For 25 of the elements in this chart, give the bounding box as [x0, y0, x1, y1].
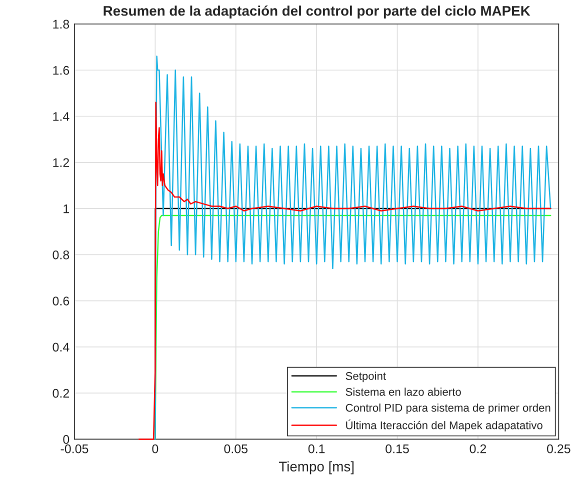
legend-label: Control PID para sistema de primer orden [346, 404, 550, 414]
x-tick-label: 0 [152, 444, 158, 454]
y-tick-label: 0.2 [52, 388, 70, 398]
legend-label: Sistema en lazo abierto [346, 388, 461, 396]
x-tick-label: -0.05 [60, 444, 88, 454]
y-tick-label: 0.6 [52, 296, 70, 306]
y-tick-label: 0 [63, 435, 70, 444]
x-tick-label: 0.25 [547, 444, 570, 454]
line-series [138, 102, 552, 440]
y-tick-label: 0.8 [52, 250, 70, 260]
y-tick-label: 0.4 [52, 342, 70, 352]
x-tick-label: 0.1 [308, 444, 325, 454]
y-tick-label: 1.2 [53, 158, 70, 167]
x-tick-label: 0.2 [470, 444, 486, 454]
y-tick-label: 1 [64, 204, 70, 214]
chart-title: Resumen de la adaptación del control por parte del ciclo MAPEK [104, 5, 530, 19]
legend-label: Última Iteracción del Mapek adapatativo [346, 419, 542, 432]
x-tick-label: 0.15 [386, 444, 409, 454]
line-series [154, 56, 552, 440]
x-tick-label: 0.05 [224, 444, 248, 454]
legend-label: Setpoint [346, 372, 386, 382]
y-tick-label: 1.6 [53, 66, 70, 75]
x-axis-title: Tiempo [ms] [278, 461, 354, 474]
y-tick-label: 1.4 [53, 112, 70, 121]
y-tick-label: 1.8 [53, 20, 70, 29]
